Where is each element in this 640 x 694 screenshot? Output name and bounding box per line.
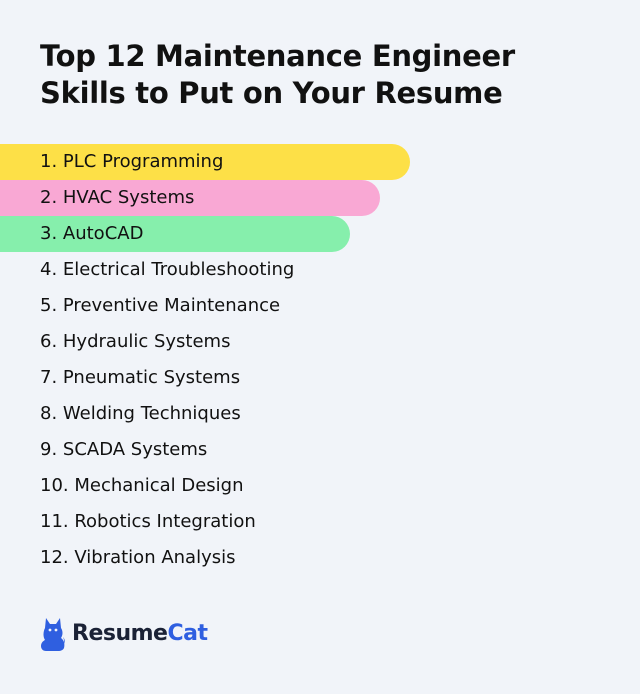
list-item: 5. Preventive Maintenance bbox=[0, 288, 640, 324]
skill-label: 5. Preventive Maintenance bbox=[40, 295, 281, 316]
highlight-bar bbox=[0, 216, 350, 252]
list-item: 6. Hydraulic Systems bbox=[0, 324, 640, 360]
logo-text-cat: Cat bbox=[167, 621, 208, 646]
list-item: 1. PLC Programming bbox=[0, 144, 640, 180]
list-item: 2. HVAC Systems bbox=[0, 180, 640, 216]
list-item: 3. AutoCAD bbox=[0, 216, 640, 252]
highlight-bar bbox=[0, 144, 410, 180]
skill-label: 6. Hydraulic Systems bbox=[40, 331, 231, 352]
skill-label: 10. Mechanical Design bbox=[40, 475, 244, 496]
list-item: 11. Robotics Integration bbox=[0, 504, 640, 540]
list-item: 12. Vibration Analysis bbox=[0, 540, 640, 576]
page-title: Top 12 Maintenance Engineer Skills to Pu… bbox=[40, 39, 515, 110]
skill-label: 7. Pneumatic Systems bbox=[40, 367, 241, 388]
list-item: 9. SCADA Systems bbox=[0, 432, 640, 468]
list-item: 7. Pneumatic Systems bbox=[0, 360, 640, 396]
skill-label: 9. SCADA Systems bbox=[40, 439, 208, 460]
resumecat-logo[interactable]: ResumeCat bbox=[40, 616, 208, 652]
list-item: 10. Mechanical Design bbox=[0, 468, 640, 504]
skill-label: 3. AutoCAD bbox=[40, 223, 144, 244]
skill-label: 4. Electrical Troubleshooting bbox=[40, 259, 295, 280]
highlight-bar bbox=[0, 180, 380, 216]
logo-text: ResumeCat bbox=[72, 616, 208, 652]
skill-label: 1. PLC Programming bbox=[40, 151, 224, 172]
skill-label: 8. Welding Techniques bbox=[40, 403, 241, 424]
list-item: 4. Electrical Troubleshooting bbox=[0, 252, 640, 288]
skill-label: 2. HVAC Systems bbox=[40, 187, 195, 208]
list-item: 8. Welding Techniques bbox=[0, 396, 640, 432]
logo-text-resume: Resume bbox=[72, 621, 168, 646]
skill-label: 11. Robotics Integration bbox=[40, 511, 256, 532]
cat-icon bbox=[41, 618, 65, 651]
skills-list: 1. PLC Programming 2. HVAC Systems 3. Au… bbox=[0, 144, 640, 576]
skill-label: 12. Vibration Analysis bbox=[40, 547, 236, 568]
